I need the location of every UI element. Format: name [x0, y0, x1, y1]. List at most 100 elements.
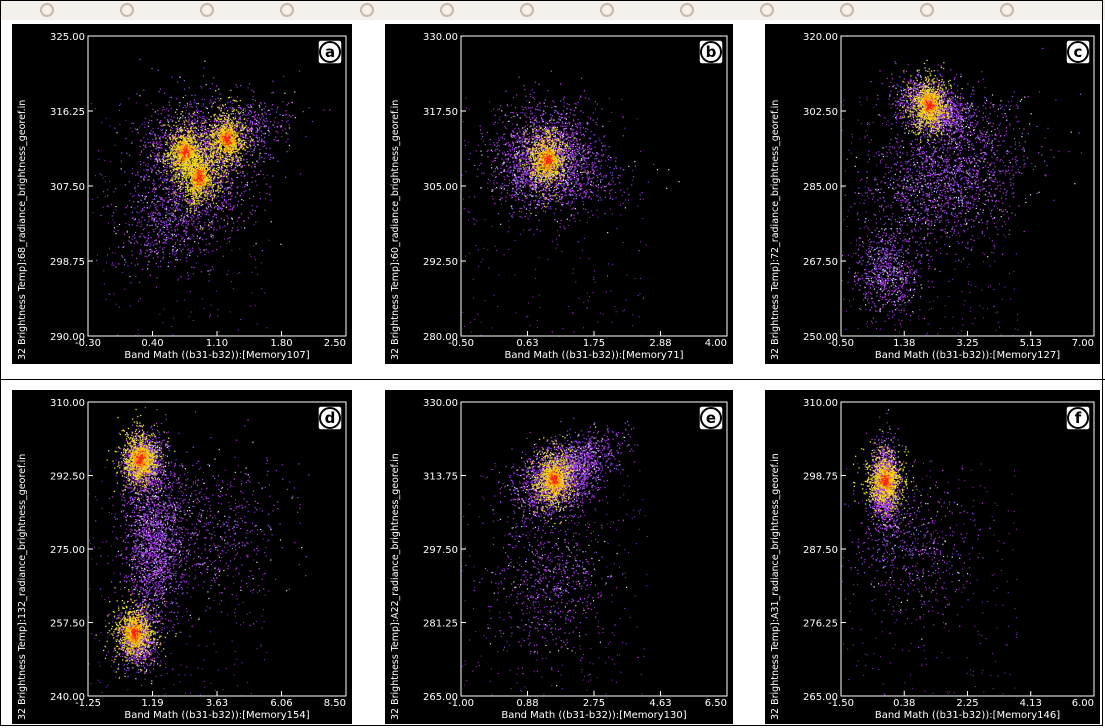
density-point: [201, 147, 203, 150]
scatter-point: [195, 106, 198, 108]
scatter-point: [248, 150, 250, 152]
scatter-point: [147, 165, 149, 167]
scatter-point: [116, 225, 118, 227]
scatter-point: [158, 155, 160, 157]
scatter-point: [246, 127, 248, 130]
scatter-point: [169, 142, 171, 144]
scatter-point: [241, 123, 243, 125]
scatter-point: [207, 156, 210, 158]
density-point: [204, 198, 206, 200]
scatter-point: [175, 235, 177, 237]
scatter-point: [148, 261, 150, 263]
scatter-point: [221, 201, 223, 203]
scatter-point: [132, 196, 134, 198]
scatter-point: [144, 255, 146, 257]
density-point: [190, 186, 193, 189]
scatter-point: [263, 108, 265, 110]
scatter-point: [234, 135, 237, 137]
scatter-point: [208, 214, 210, 216]
density-point: [193, 164, 195, 167]
scatter-point: [166, 207, 168, 209]
density-point: [196, 197, 198, 199]
density-point: [173, 158, 175, 160]
scatter-point: [214, 124, 216, 126]
scatter-point: [153, 179, 155, 181]
scatter-point: [237, 140, 239, 142]
scatter-point: [126, 230, 129, 232]
scatter-point: [184, 299, 186, 301]
scatter-point: [145, 133, 147, 136]
density-point: [176, 148, 178, 150]
density-point: [202, 174, 204, 176]
density-point: [202, 153, 204, 155]
scatter-point: [159, 88, 161, 90]
scatter-point: [168, 134, 170, 136]
scatter-point: [201, 209, 204, 211]
scatter-point: [113, 191, 115, 193]
density-point: [181, 136, 183, 138]
scatter-point: [206, 145, 208, 147]
density-point: [181, 173, 183, 175]
scatter-point: [263, 126, 265, 128]
density-point: [185, 161, 187, 163]
scatter-point: [116, 334, 118, 336]
scatter-point: [239, 116, 241, 118]
scatter-point: [140, 243, 142, 245]
scatter-point: [270, 120, 272, 123]
scatter-point: [95, 175, 96, 177]
scatter-point: [104, 175, 106, 177]
scatter-point: [231, 230, 233, 232]
scatter-point: [216, 85, 218, 87]
scatter-point: [151, 170, 153, 173]
density-point: [208, 176, 211, 178]
density-point: [191, 176, 194, 179]
density-point: [205, 183, 207, 186]
scatter-point: [186, 103, 188, 105]
density-point: [200, 166, 203, 169]
density-point: [212, 197, 214, 200]
scatter-point: [180, 132, 182, 134]
density-point: [194, 144, 196, 147]
density-point: [194, 155, 197, 157]
density-point: [194, 178, 196, 180]
scatter-point: [124, 184, 126, 186]
density-point: [179, 181, 181, 183]
scatter-point: [148, 219, 150, 221]
scatter-point: [164, 166, 166, 168]
scatter-point: [209, 132, 211, 134]
scatter-point: [251, 129, 254, 131]
scatter-point: [175, 218, 177, 220]
scatter-point: [154, 135, 156, 137]
density-point: [176, 156, 178, 158]
scatter-point: [181, 213, 184, 215]
scatter-point: [166, 179, 168, 181]
scatter-point: [98, 150, 100, 152]
density-point: [180, 113, 182, 115]
scatter-point: [130, 206, 132, 208]
scatter-point: [246, 158, 248, 161]
scatter-point: [182, 219, 184, 221]
scatter-point: [174, 189, 176, 192]
scatter-point: [203, 162, 205, 164]
scatter-point: [185, 233, 187, 235]
density-point: [211, 172, 213, 174]
scatter-point: [212, 222, 214, 224]
scatter-point: [162, 132, 164, 134]
scatter-point: [176, 195, 178, 197]
density-point: [190, 181, 192, 184]
scatter-point: [227, 177, 229, 179]
scatter-point: [261, 109, 263, 111]
scatter-point: [183, 217, 185, 219]
scatter-point: [200, 122, 202, 124]
scatter-point: [198, 207, 200, 209]
scatter-point: [119, 104, 120, 106]
density-point: [185, 159, 188, 162]
scatter-point: [143, 89, 145, 91]
scatter-point: [256, 130, 258, 132]
scatter-point: [265, 118, 267, 120]
scatter-point: [206, 154, 208, 156]
density-point: [184, 162, 186, 164]
scatter-point: [276, 126, 278, 128]
density-point: [176, 151, 179, 153]
density-point: [209, 182, 211, 184]
